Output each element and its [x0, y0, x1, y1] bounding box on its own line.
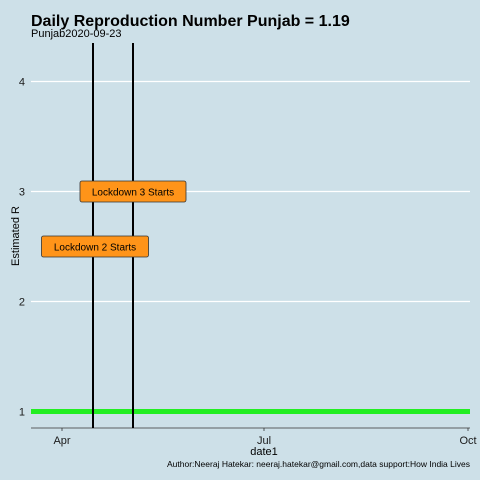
- x-axis-label: date1: [250, 446, 278, 458]
- y-tick-label-1: 1: [19, 407, 25, 419]
- y-tick-label-3: 3: [19, 187, 25, 199]
- x-tick-label-apr: Apr: [53, 435, 70, 447]
- y-tick-label-2: 2: [19, 297, 25, 309]
- chart-caption: Author:Neeraj Hatekar: neeraj.hatekar@gm…: [167, 459, 470, 469]
- annotation-label-3: Lockdown 3 Starts: [92, 188, 174, 199]
- chart-subtitle: Punjab2020-09-23: [31, 28, 122, 40]
- x-tick-label-jul: Jul: [257, 435, 271, 447]
- x-tick-label-oct: Oct: [459, 435, 476, 447]
- chart-title: Daily Reproduction Number Punjab = 1.19: [31, 13, 350, 30]
- y-axis-label: Estimated R: [10, 206, 22, 266]
- annotation-label-2: Lockdown 2 Starts: [54, 243, 136, 254]
- annotation-box-3: [79, 180, 187, 203]
- plot-area: 1 2 3 4 Apr Jul Oct Lockdown 2 Starts Lockdown 3…: [19, 43, 477, 447]
- annotation-box-2: [41, 235, 149, 258]
- y-tick-label-4: 4: [19, 77, 25, 89]
